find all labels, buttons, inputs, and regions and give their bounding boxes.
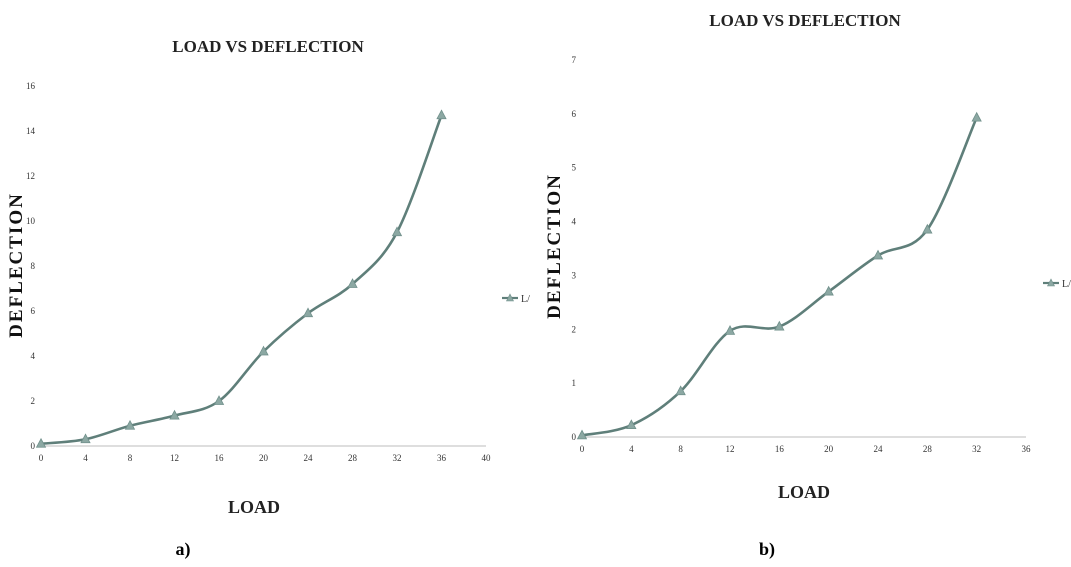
chart-b-x-tick-label: 8 xyxy=(678,444,683,454)
chart-a-y-tick-label: 8 xyxy=(31,261,36,271)
chart-a-data-point xyxy=(169,409,180,420)
chart-b-data-point xyxy=(724,325,736,335)
chart-b-legend-label: L/3 xyxy=(1062,279,1071,290)
chart-b-y-tick-label: 0 xyxy=(572,432,577,442)
chart-a-data-point xyxy=(80,433,91,444)
chart-b-x-tick-label: 4 xyxy=(629,444,634,454)
chart-a-data-point xyxy=(391,226,403,237)
chart-b-data-point xyxy=(922,223,933,234)
chart-b-y-tick-label: 7 xyxy=(572,55,577,65)
chart-a-series-line xyxy=(40,114,443,446)
chart-b-title: LOAD VS DEFLECTION xyxy=(709,11,901,30)
chart-a-legend-label: L/2 xyxy=(521,294,530,305)
chart-b-x-tick-label: 12 xyxy=(726,444,735,454)
chart-b-y-tick-label: 5 xyxy=(572,163,577,173)
chart-b-x-tick-label: 0 xyxy=(580,444,585,454)
chart-b-x-tick-label: 28 xyxy=(923,444,933,454)
chart-b-data-point xyxy=(823,285,834,296)
chart-a: LOAD VS DEFLECTION 0 4 8 12 16 20 24 28 32 36 40 0 2 4… xyxy=(0,0,530,567)
chart-b-legend-marker xyxy=(1047,278,1055,287)
chart-b-x-tick-label: 20 xyxy=(824,444,834,454)
chart-b: LOAD VS DEFLECTION 0 4 8 12 16 20 24 28 32 36 0 1 2 3 4… xyxy=(540,0,1071,567)
chart-a-panel-label: a) xyxy=(176,539,191,560)
chart-a-data-point xyxy=(35,437,47,448)
chart-a-data-point xyxy=(436,109,447,120)
chart-a-x-tick-label: 16 xyxy=(215,453,225,463)
chart-a-y-tick-label: 6 xyxy=(31,306,36,316)
chart-b-series-line xyxy=(581,117,978,437)
chart-a-x-tick-label: 0 xyxy=(39,453,44,463)
chart-b-x-tick-label: 16 xyxy=(775,444,785,454)
chart-b-data-point xyxy=(675,385,686,396)
chart-a-y-axis-title: DEFLECTION xyxy=(6,192,27,338)
chart-a-x-tick-label: 40 xyxy=(482,453,492,463)
chart-a-data-point xyxy=(302,307,314,318)
chart-b-data-point xyxy=(576,429,588,440)
chart-b-x-axis-title: LOAD xyxy=(778,482,830,502)
chart-a-data-point xyxy=(124,419,136,430)
chart-b-data-point xyxy=(774,320,785,331)
chart-a-x-tick-label: 4 xyxy=(83,453,88,463)
chart-a-y-tick-label: 14 xyxy=(26,126,36,136)
chart-a-y-tick-label: 10 xyxy=(26,216,36,226)
chart-a-x-tick-label: 24 xyxy=(304,453,314,463)
chart-a-x-axis-title: LOAD xyxy=(228,497,280,517)
chart-a-x-tick-label: 32 xyxy=(393,453,402,463)
chart-b-y-tick-label: 2 xyxy=(572,324,577,334)
chart-a-data-point xyxy=(213,395,225,405)
chart-b-y-tick-label: 4 xyxy=(572,217,577,227)
chart-b-x-tick-label: 24 xyxy=(874,444,884,454)
chart-a-data-point xyxy=(258,345,269,356)
chart-b-y-axis-title: DEFLECTION xyxy=(544,173,565,319)
chart-a-x-tick-label: 12 xyxy=(170,453,179,463)
chart-a-y-tick-label: 2 xyxy=(31,396,36,406)
chart-b-y-tick-label: 3 xyxy=(572,270,577,280)
chart-b-data-point xyxy=(872,249,884,260)
chart-a-x-tick-label: 36 xyxy=(437,453,447,463)
chart-b-data-point xyxy=(971,111,982,122)
chart-a-y-tick-label: 4 xyxy=(31,351,36,361)
chart-a-data-point xyxy=(347,278,358,288)
chart-b-legend: L/3 xyxy=(1043,278,1071,290)
chart-b-y-tick-label: 6 xyxy=(572,109,577,119)
chart-b-y-tick-label: 1 xyxy=(572,378,577,388)
chart-a-x-tick-label: 20 xyxy=(259,453,269,463)
chart-a-legend: L/2 xyxy=(502,293,530,305)
chart-a-y-tick-label: 16 xyxy=(26,81,36,91)
chart-a-legend-marker xyxy=(506,293,514,302)
chart-a-x-tick-label: 8 xyxy=(128,453,133,463)
chart-a-y-tick-label: 12 xyxy=(26,171,35,181)
chart-b-x-tick-label: 36 xyxy=(1022,444,1032,454)
chart-a-x-tick-label: 28 xyxy=(348,453,358,463)
chart-a-title: LOAD VS DEFLECTION xyxy=(172,37,364,56)
chart-b-data-point xyxy=(626,419,637,430)
chart-a-y-tick-label: 0 xyxy=(31,441,36,451)
chart-b-x-tick-label: 32 xyxy=(972,444,981,454)
chart-b-panel-label: b) xyxy=(759,539,775,560)
